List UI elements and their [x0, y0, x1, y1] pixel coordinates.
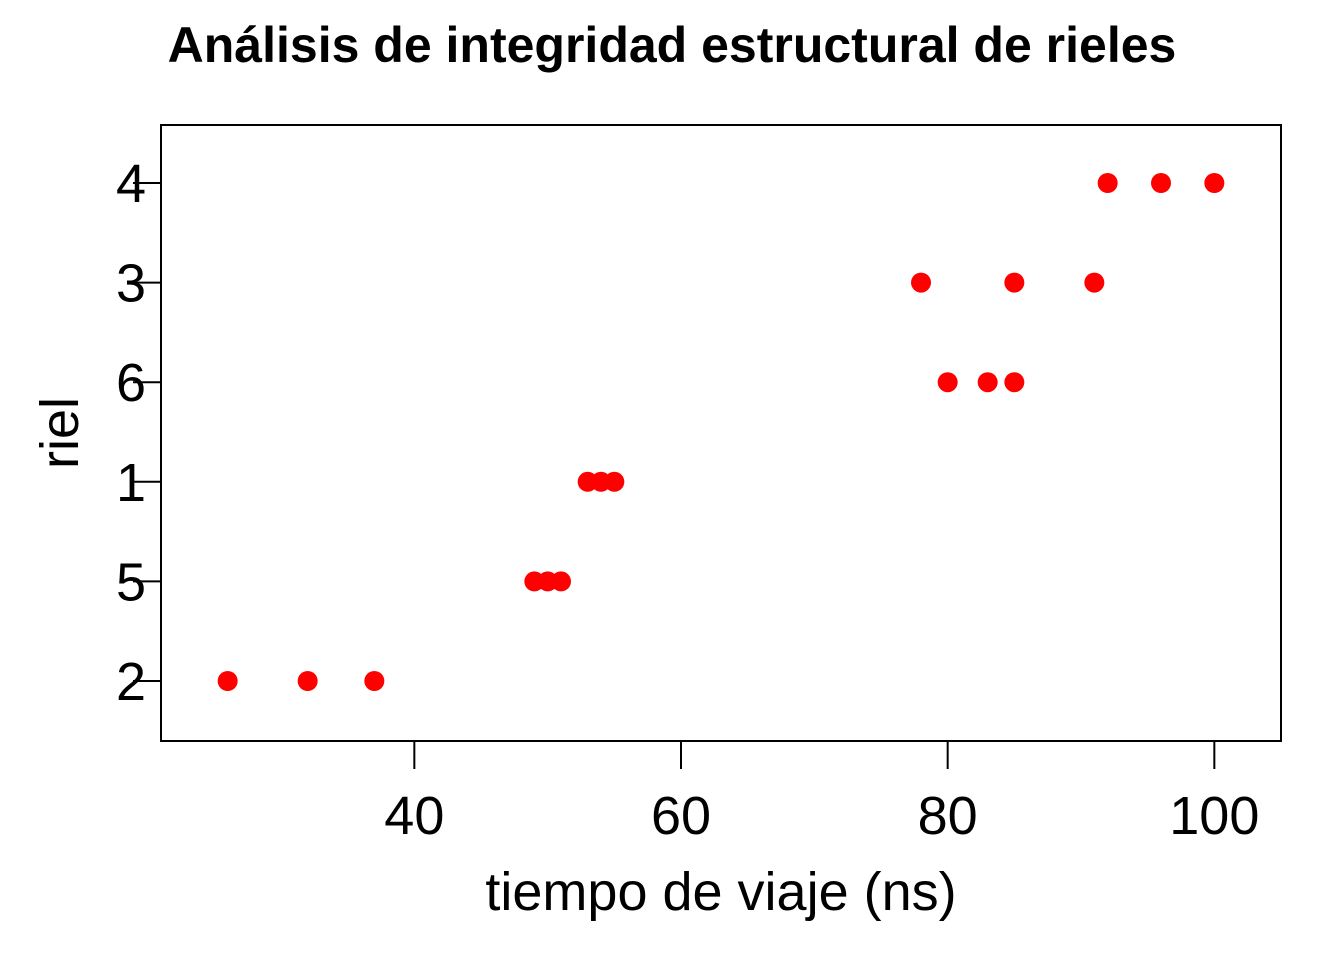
- data-point-11: [977, 372, 998, 393]
- y-axis-label: riel: [30, 397, 90, 469]
- y-tick-label-1: 1: [116, 453, 146, 513]
- data-point-14: [1004, 272, 1025, 293]
- data-point-18: [1204, 173, 1225, 193]
- y-tick-label-3: 3: [116, 254, 146, 314]
- x-tick-label-40: 40: [384, 786, 444, 846]
- data-point-2: [297, 671, 318, 691]
- data-point-13: [911, 272, 931, 293]
- data-point-17: [1151, 173, 1171, 193]
- data-point-1: [217, 671, 238, 691]
- x-axis-label: tiempo de viaje (ns): [485, 862, 956, 922]
- x-tick-label-100: 100: [1169, 786, 1259, 846]
- data-points: [217, 173, 1225, 691]
- plot-frame: [160, 124, 1282, 742]
- data-point-9: [604, 471, 625, 492]
- y-tick-label-6: 6: [116, 353, 146, 413]
- data-point-16: [1097, 173, 1118, 193]
- x-tick-label-80: 80: [918, 786, 978, 846]
- y-axis: 2 5 1 6 3 4: [116, 154, 161, 712]
- y-tick-label-5: 5: [116, 552, 146, 612]
- data-point-12: [1004, 372, 1025, 393]
- y-tick-label-2: 2: [116, 652, 146, 712]
- data-point-10: [937, 372, 958, 393]
- chart-title: Análisis de integridad estructural de ri…: [168, 17, 1177, 73]
- x-axis: 40 60 80 100: [384, 741, 1259, 846]
- y-tick-label-4: 4: [116, 154, 146, 214]
- x-tick-label-60: 60: [651, 786, 711, 846]
- data-point-6: [551, 571, 571, 592]
- data-point-3: [364, 671, 385, 691]
- data-point-15: [1084, 272, 1105, 293]
